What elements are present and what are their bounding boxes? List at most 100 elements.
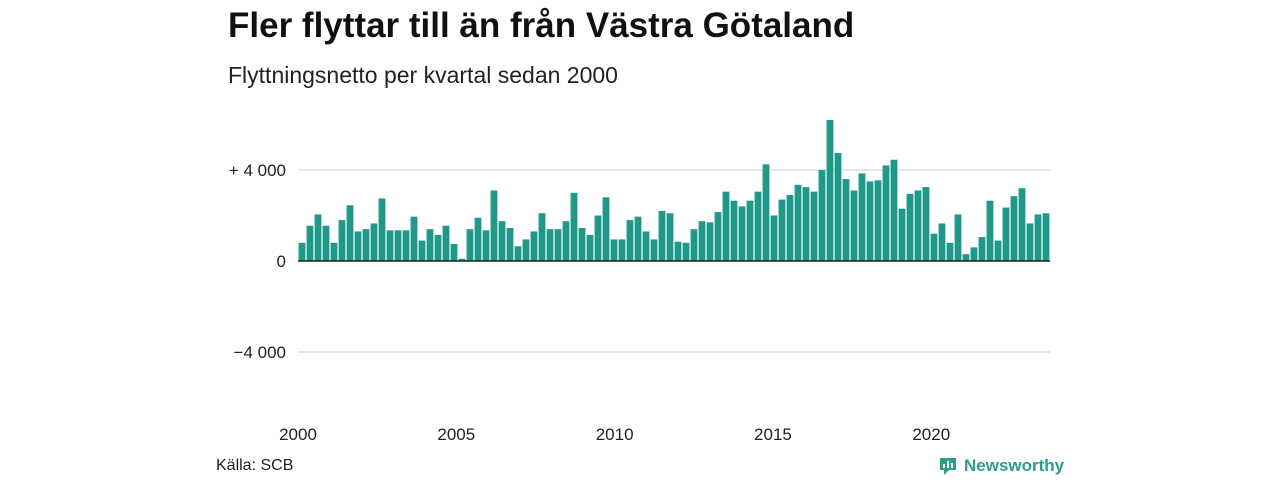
source-note: Källa: SCB [216, 457, 294, 474]
bar [466, 229, 474, 261]
bar [458, 258, 466, 261]
chart-title: Fler flyttar till än från Västra Götalan… [228, 6, 855, 45]
axes: + 4 000 0 −4 000 2000 2005 2010 2015 2020 [229, 161, 1050, 444]
bar [298, 242, 306, 261]
bar [474, 217, 482, 261]
bar [826, 119, 834, 261]
bar [858, 173, 866, 261]
bar [674, 241, 682, 261]
bar [906, 193, 914, 261]
bar [818, 170, 826, 261]
bar [706, 222, 714, 261]
bar [482, 230, 490, 261]
bar [330, 242, 338, 261]
bar [338, 220, 346, 261]
bar [610, 239, 618, 261]
bar [546, 229, 554, 261]
bar [434, 234, 442, 261]
brand-logo: Newsworthy [938, 456, 1064, 476]
bar [506, 228, 514, 261]
bar [650, 239, 658, 261]
bar [634, 216, 642, 261]
bar [882, 165, 890, 261]
bar [794, 184, 802, 261]
x-tick-label: 2000 [279, 425, 317, 444]
bar [1034, 214, 1042, 261]
bar [954, 214, 962, 261]
bar [570, 192, 578, 261]
bar [578, 228, 586, 261]
bar [490, 190, 498, 261]
bar [346, 205, 354, 261]
bar [514, 246, 522, 261]
bar [626, 220, 634, 261]
bar [418, 240, 426, 261]
bar [714, 212, 722, 261]
bar [778, 199, 786, 261]
bar [498, 221, 506, 261]
bar [1010, 196, 1018, 261]
brand-name: Newsworthy [964, 456, 1065, 475]
bar [834, 152, 842, 261]
bar [530, 231, 538, 261]
bar [682, 242, 690, 261]
bar [978, 237, 986, 261]
x-tick-label: 2010 [596, 425, 634, 444]
bar [618, 239, 626, 261]
bar [874, 180, 882, 261]
bar [946, 242, 954, 261]
bar [786, 195, 794, 261]
bar [362, 229, 370, 261]
bar [1002, 207, 1010, 261]
bar [370, 223, 378, 261]
bar [378, 198, 386, 261]
y-tick-label: −4 000 [234, 343, 286, 362]
bar [938, 223, 946, 261]
bar [1042, 213, 1050, 261]
bar [450, 243, 458, 261]
bar [754, 191, 762, 261]
bar [962, 254, 970, 261]
bar [594, 215, 602, 261]
bar [722, 191, 730, 261]
bar [738, 206, 746, 261]
bar [522, 239, 530, 261]
bar [730, 200, 738, 261]
bar [386, 230, 394, 261]
bar [890, 159, 898, 261]
bar-series [298, 119, 1050, 262]
y-tick-label: + 4 000 [229, 161, 286, 180]
gridlines [298, 169, 1050, 353]
bar [914, 190, 922, 261]
bar [810, 191, 818, 261]
newsworthy-icon [940, 458, 956, 475]
bar [1026, 223, 1034, 261]
bar [986, 200, 994, 261]
bar [602, 197, 610, 261]
x-tick-label: 2020 [912, 425, 950, 444]
bar [554, 229, 562, 261]
bar [658, 210, 666, 261]
bar [394, 230, 402, 261]
bar [562, 221, 570, 261]
bar [442, 225, 450, 261]
bar [538, 213, 546, 261]
y-tick-label: 0 [277, 252, 286, 271]
bar [970, 247, 978, 261]
bar [306, 225, 314, 261]
x-tick-label: 2005 [437, 425, 475, 444]
bar [354, 231, 362, 261]
bar [402, 230, 410, 261]
bar [802, 187, 810, 261]
bar [850, 190, 858, 261]
bar [666, 213, 674, 261]
bar [866, 181, 874, 262]
bar [322, 225, 330, 261]
bar [642, 231, 650, 261]
bar [994, 240, 1002, 261]
x-tick-label: 2015 [754, 425, 792, 444]
bar [746, 200, 754, 261]
bar [770, 215, 778, 261]
bar [410, 216, 418, 261]
